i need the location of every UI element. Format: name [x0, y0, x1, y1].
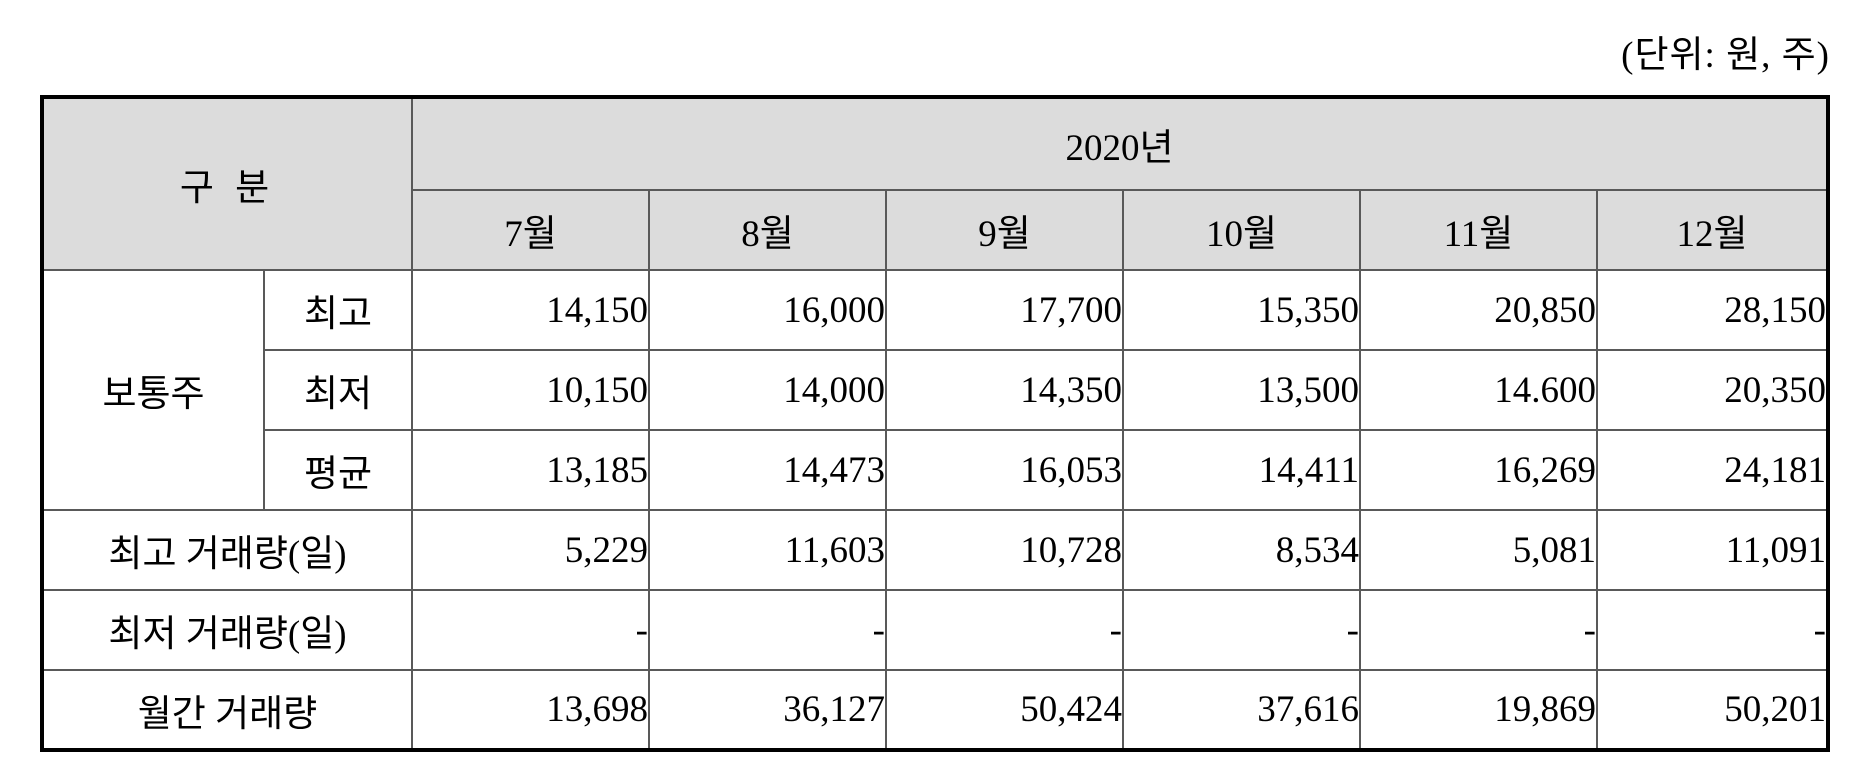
cell-high-dec: 28,150: [1596, 269, 1829, 351]
group-label-common-stock: 보통주: [41, 269, 265, 511]
month-header-dec: 12월: [1596, 189, 1829, 271]
row-label-high: 최고: [263, 269, 413, 351]
cell-avg-jul: 13,185: [411, 429, 650, 511]
month-header-nov: 11월: [1359, 189, 1598, 271]
cell-monvol-nov: 19,869: [1359, 669, 1598, 751]
month-header-sep: 9월: [885, 189, 1124, 271]
row-label-average: 평균: [263, 429, 413, 511]
row-label-monthly-volume: 월간 거래량: [41, 669, 413, 751]
month-header-aug: 8월: [648, 189, 887, 271]
table-row-min-daily-volume: 최저 거래량(일) - - - - - -: [41, 589, 1829, 671]
cell-minvol-nov: -: [1359, 589, 1598, 671]
cell-maxvol-sep: 10,728: [885, 509, 1124, 591]
cell-monvol-dec: 50,201: [1596, 669, 1829, 751]
cell-avg-dec: 24,181: [1596, 429, 1829, 511]
cell-minvol-sep: -: [885, 589, 1124, 671]
cell-avg-aug: 14,473: [648, 429, 887, 511]
cell-minvol-jul: -: [411, 589, 650, 671]
cell-low-sep: 14,350: [885, 349, 1124, 431]
row-label-min-daily-volume: 최저 거래량(일): [41, 589, 413, 671]
cell-high-jul: 14,150: [411, 269, 650, 351]
cell-monvol-sep: 50,424: [885, 669, 1124, 751]
year-header-2020: 2020년: [411, 96, 1829, 191]
cell-low-oct: 13,500: [1122, 349, 1361, 431]
cell-low-nov: 14.600: [1359, 349, 1598, 431]
cell-high-oct: 15,350: [1122, 269, 1361, 351]
cell-maxvol-jul: 5,229: [411, 509, 650, 591]
cell-avg-oct: 14,411: [1122, 429, 1361, 511]
cell-minvol-aug: -: [648, 589, 887, 671]
month-header-jul: 7월: [411, 189, 650, 271]
table-row-max-daily-volume: 최고 거래량(일) 5,229 11,603 10,728 8,534 5,08…: [41, 509, 1829, 591]
cell-maxvol-oct: 8,534: [1122, 509, 1361, 591]
table-row-high-price: 보통주 최고 14,150 16,000 17,700 15,350 20,85…: [41, 269, 1829, 511]
cell-low-jul: 10,150: [411, 349, 650, 431]
month-header-oct: 10월: [1122, 189, 1361, 271]
cell-maxvol-dec: 11,091: [1596, 509, 1829, 591]
cell-monvol-jul: 13,698: [411, 669, 650, 751]
cell-low-dec: 20,350: [1596, 349, 1829, 431]
cell-monvol-aug: 36,127: [648, 669, 887, 751]
row-label-max-daily-volume: 최고 거래량(일): [41, 509, 413, 591]
header-row-year: 구 분 2020년: [41, 96, 1829, 271]
cell-avg-nov: 16,269: [1359, 429, 1598, 511]
cell-minvol-dec: -: [1596, 589, 1829, 671]
corner-header-gubun: 구 분: [41, 96, 413, 271]
table-row-low-price: 최저 10,150 14,000 14,350 13,500 14.600 20…: [42, 349, 1829, 431]
cell-high-aug: 16,000: [648, 269, 887, 351]
cell-low-aug: 14,000: [648, 349, 887, 431]
unit-label: (단위: 원, 주): [1621, 35, 1830, 76]
cell-maxvol-nov: 5,081: [1359, 509, 1598, 591]
table-row-monthly-volume: 월간 거래량 13,698 36,127 50,424 37,616 19,86…: [41, 669, 1829, 751]
header-row-months: 7월 8월 9월 10월 11월 12월: [42, 189, 1829, 271]
cell-monvol-oct: 37,616: [1122, 669, 1361, 751]
cell-avg-sep: 16,053: [885, 429, 1124, 511]
table-row-avg-price: 평균 13,185 14,473 16,053 14,411 16,269 24…: [42, 429, 1829, 511]
cell-minvol-oct: -: [1122, 589, 1361, 671]
cell-high-sep: 17,700: [885, 269, 1124, 351]
cell-high-nov: 20,850: [1359, 269, 1598, 351]
row-label-low: 최저: [263, 349, 413, 431]
cell-maxvol-aug: 11,603: [648, 509, 887, 591]
monthly-stock-price-table: 구 분 2020년 7월 8월 9월 10월 11월 12월 보통주 최고 14…: [40, 95, 1830, 752]
